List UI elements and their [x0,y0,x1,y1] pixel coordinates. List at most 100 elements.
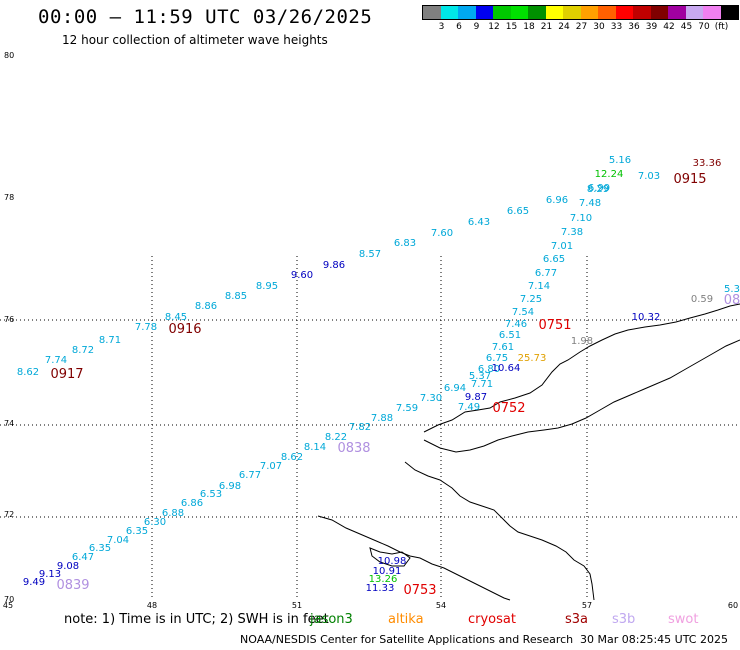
scale-swatch [668,6,686,19]
wave-height-label: 6.65 [507,206,529,217]
scale-label: 15 [505,22,518,32]
pass-time-label: 0838 [337,441,370,456]
wave-height-label: 6.77 [535,268,557,279]
wave-height-label: 11.33 [366,583,395,594]
scale-swatch [493,6,511,19]
wave-height-label: 5.3 [724,284,740,295]
color-scale-swatches [422,5,739,20]
lat-tick-label: 74 [4,419,14,428]
lat-tick-label: 78 [4,193,14,202]
map-title: 00:00 – 11:59 UTC 03/26/2025 [38,6,373,28]
wave-height-label: 10.32 [632,312,661,323]
wave-height-label: 8.57 [359,249,381,260]
pass-time-label: 0916 [168,322,201,337]
wave-height-label: 33.36 [693,158,722,169]
lat-lon-grid [0,256,740,600]
wave-height-label: 6.88 [162,508,184,519]
wave-height-label: 6.35 [126,526,148,537]
wave-height-label: 7.38 [561,227,583,238]
wave-height-label: 8.62 [17,367,39,378]
lon-tick-label: 57 [582,601,592,610]
pass-time-label: 0915 [673,172,706,187]
wave-height-label: 6.80 [478,364,500,375]
pass-time-label: 0753 [403,583,436,598]
wave-height-label: 6.53 [200,489,222,500]
wave-height-label: 7.74 [45,355,67,366]
wave-height-label: 8.22 [325,432,347,443]
scale-swatch [458,6,476,19]
scale-label: 36 [628,22,640,32]
wave-height-label: 8.14 [304,442,326,453]
scale-label: 70 [698,22,710,32]
wave-height-label: 8.72 [72,345,94,356]
wave-height-label: 10.64 [492,363,521,374]
wave-height-label: 7.01 [551,241,573,252]
wave-height-label: 6.99 [588,183,610,194]
lon-tick-label: 45 [3,601,13,610]
pass-time-labels: 0917 0916 0915 0751 0752 0753 0838 0839 08 [50,172,740,598]
lon-tick-label: 51 [292,601,302,610]
scale-swatch [528,6,546,19]
wave-height-label: 6.51 [499,330,521,341]
wave-height-label: 7.46 [505,319,527,330]
legend-item-s3a: s3a [565,612,589,627]
wave-height-label: 6.43 [468,217,490,228]
wave-height-label: 7.04 [107,535,129,546]
wave-height-label: 9.60 [291,270,313,281]
wave-height-label: 9.49 [23,577,45,588]
wave-height-label: 7.10 [570,213,592,224]
scale-label: 39 [645,22,658,32]
wave-height-label: 7.07 [260,461,282,472]
wave-height-label: 8.86 [195,301,217,312]
scale-label: 12 [488,22,500,32]
wave-height-label: 7.14 [528,281,550,292]
scale-swatch [615,6,633,19]
scale-label: 21 [540,22,553,32]
legend-item-s3b: s3b [612,612,636,627]
scale-label: 24 [558,22,570,32]
scale-swatch [703,6,721,19]
coastline-east [423,303,740,433]
wave-height-color-scale: 3 6 9 12 15 18 21 24 27 30 33 36 39 42 45 70 (ft) [422,5,739,34]
credit-line: NOAA/NESDIS Center for Satellite Applica… [240,633,574,646]
legend-item-swot: swot [668,612,699,627]
scale-label: 45 [680,22,693,32]
wave-height-label: 8.95 [256,281,278,292]
scale-label: 42 [663,22,675,32]
wave-height-label: 7.71 [471,379,493,390]
wave-height-label: 7.82 [349,422,371,433]
wave-height-label: 8.29 [587,184,609,195]
lat-tick-label: 80 [4,51,14,60]
legend-item-cryosat: cryosat [468,612,516,627]
pass-time-label: 0752 [492,401,525,416]
wave-height-label: 8.85 [225,291,247,302]
map-subtitle: 12 hour collection of altimeter wave hei… [62,33,328,47]
wave-height-label: 7.61 [492,342,514,353]
scale-swatch [598,6,616,19]
scale-swatch [545,6,563,19]
pass-time-label: 0751 [538,318,571,333]
coastline-island [369,547,411,567]
wave-height-label: 7.49 [458,402,480,413]
scale-swatch [720,6,738,19]
wave-height-label: 10.91 [373,566,402,577]
wave-height-label: 6.83 [394,238,416,249]
coastline [317,303,740,601]
scale-swatch [650,6,668,19]
pass-time-label: 0839 [56,578,89,593]
wave-height-label: 8.45 [165,312,187,323]
wave-height-label: 8.71 [99,335,121,346]
wave-height-label: 7.54 [512,307,534,318]
scale-swatch [633,6,651,19]
scale-swatch [440,6,458,19]
lat-tick-label: 76 [4,315,14,324]
wave-height-label: 5.37 [469,371,491,382]
scale-swatch [580,6,598,19]
lon-tick-label: 48 [147,601,157,610]
wave-height-label: 12.24 [595,169,624,180]
wave-height-label: 7.48 [579,198,601,209]
wave-height-label: 6.65 [543,254,565,265]
wave-height-label: 6.35 [89,543,111,554]
